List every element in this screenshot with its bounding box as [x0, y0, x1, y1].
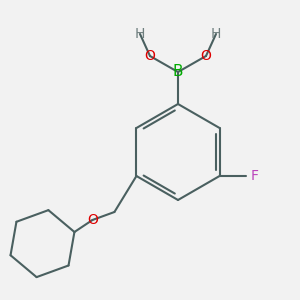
Text: F: F: [250, 169, 259, 183]
Text: O: O: [145, 49, 155, 63]
Text: O: O: [201, 49, 212, 63]
Text: B: B: [173, 64, 183, 80]
Text: H: H: [211, 27, 221, 41]
Text: H: H: [135, 27, 145, 41]
Text: O: O: [87, 213, 98, 227]
